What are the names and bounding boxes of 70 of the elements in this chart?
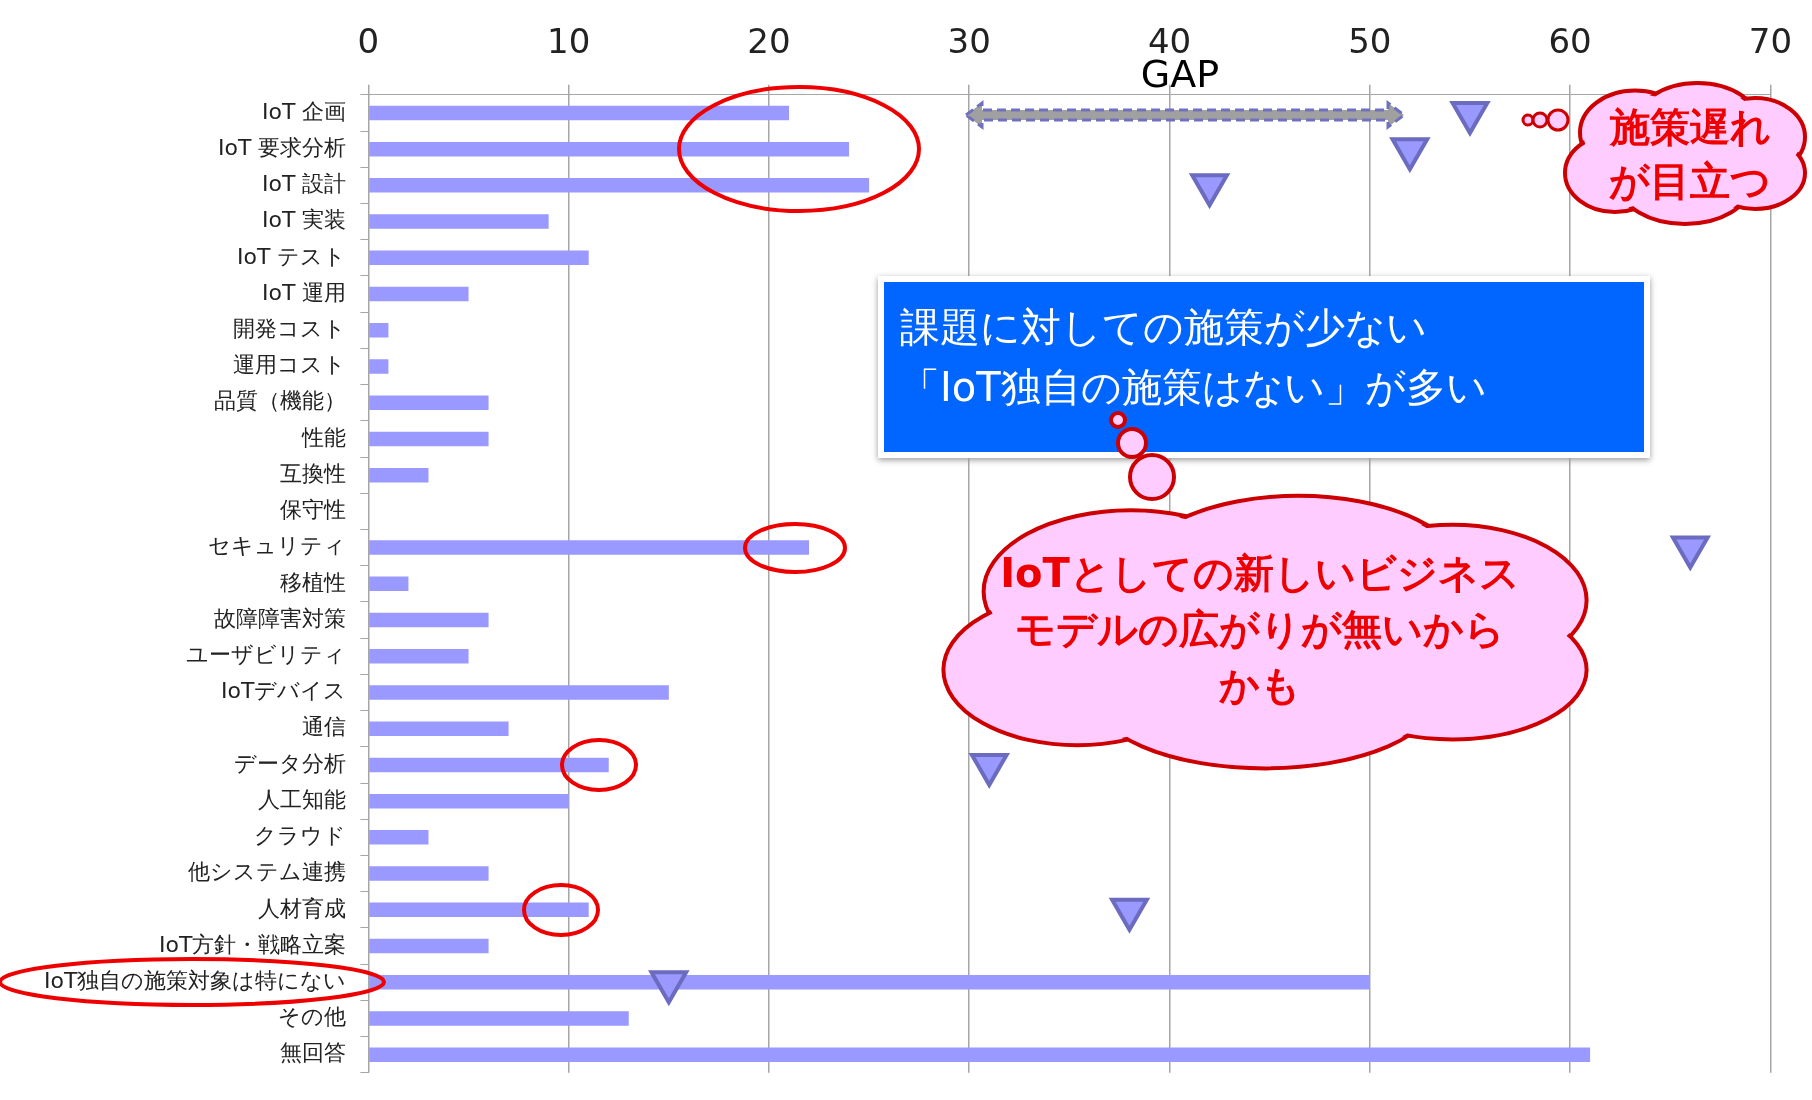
bar	[369, 359, 389, 374]
y-tick-label: セキュリティ	[208, 533, 347, 559]
bar	[369, 178, 870, 193]
y-tick-label: ユーザビリティ	[186, 641, 347, 667]
y-tick-label: IoT 設計	[262, 171, 347, 197]
annotation: 「IoT独自の施策はない」が多い	[900, 363, 1488, 412]
annotation: 施策遅れが目立つ	[1608, 103, 1772, 206]
bar	[369, 540, 810, 555]
y-tick-label: 人工知能	[258, 786, 347, 812]
bar	[369, 105, 789, 121]
bar	[369, 902, 589, 918]
point	[649, 970, 689, 1005]
bar	[369, 866, 489, 881]
bar	[369, 431, 489, 447]
x-tick-label: 10	[547, 21, 591, 62]
bar	[369, 250, 589, 266]
bar	[369, 757, 609, 773]
x-tick-label: 20	[747, 21, 791, 62]
bar	[369, 612, 489, 628]
bar	[369, 576, 409, 592]
bar	[369, 395, 489, 410]
bar	[369, 467, 429, 483]
y-tick-label: 無回答	[280, 1040, 347, 1066]
y-tick-label: 人材育成	[258, 895, 347, 921]
y-tick-label: その他	[278, 1004, 347, 1030]
y-tick-label: 移植性	[280, 569, 347, 595]
bar	[369, 685, 669, 700]
y-tick-label: 開発コスト	[233, 315, 347, 341]
y-tick-label: 運用コスト	[233, 352, 347, 378]
y-tick-label: IoT方針・戦略立案	[159, 931, 347, 957]
y-tick-label: データ分析	[234, 750, 347, 776]
bar	[369, 649, 469, 664]
y-tick-label: クラウド	[254, 823, 347, 849]
x-tick-label: 50	[1348, 21, 1392, 62]
x-tick-label: 60	[1548, 21, 1592, 62]
point	[1450, 100, 1490, 135]
annotation: 課題に対しての施策が少ない	[900, 303, 1428, 352]
bar	[369, 323, 389, 338]
bar	[369, 286, 469, 302]
x-tick-label: 70	[1748, 21, 1792, 62]
point	[1110, 897, 1149, 932]
y-tick-label: 品質（機能）	[214, 388, 347, 414]
bar	[369, 141, 850, 157]
point	[1190, 173, 1229, 208]
bar	[369, 1047, 1591, 1062]
y-tick-label: IoT独自の施策対象は特にない	[44, 967, 347, 993]
x-tick-label: 0	[357, 21, 380, 62]
point	[1390, 137, 1430, 172]
y-tick-label: IoTデバイス	[221, 678, 347, 704]
bar	[369, 214, 549, 229]
point	[969, 752, 1009, 787]
y-tick-label: IoT テスト	[237, 243, 347, 269]
y-tick-label: 通信	[302, 714, 347, 740]
y-tick-label: IoT 実装	[262, 207, 347, 233]
point	[1670, 535, 1710, 570]
bar	[369, 1011, 629, 1026]
y-tick-label: 互換性	[280, 460, 347, 486]
y-tick-label: IoT 要求分析	[218, 134, 347, 160]
bar	[369, 721, 509, 736]
y-tick-label: 性能	[301, 424, 347, 450]
y-tick-label: IoT 企画	[262, 98, 347, 124]
bar	[369, 830, 429, 845]
y-tick-label: 故障障害対策	[214, 605, 347, 631]
x-tick-label: 30	[947, 21, 991, 62]
bar	[369, 938, 489, 954]
bar	[369, 793, 569, 809]
y-tick-label: 保守性	[280, 497, 347, 523]
annotation: IoTとしての新しいビジネスモデルの広がりが無いからかも	[1000, 549, 1520, 710]
y-tick-label: IoT 運用	[262, 279, 347, 305]
y-tick-label: 他システム連携	[188, 859, 347, 885]
